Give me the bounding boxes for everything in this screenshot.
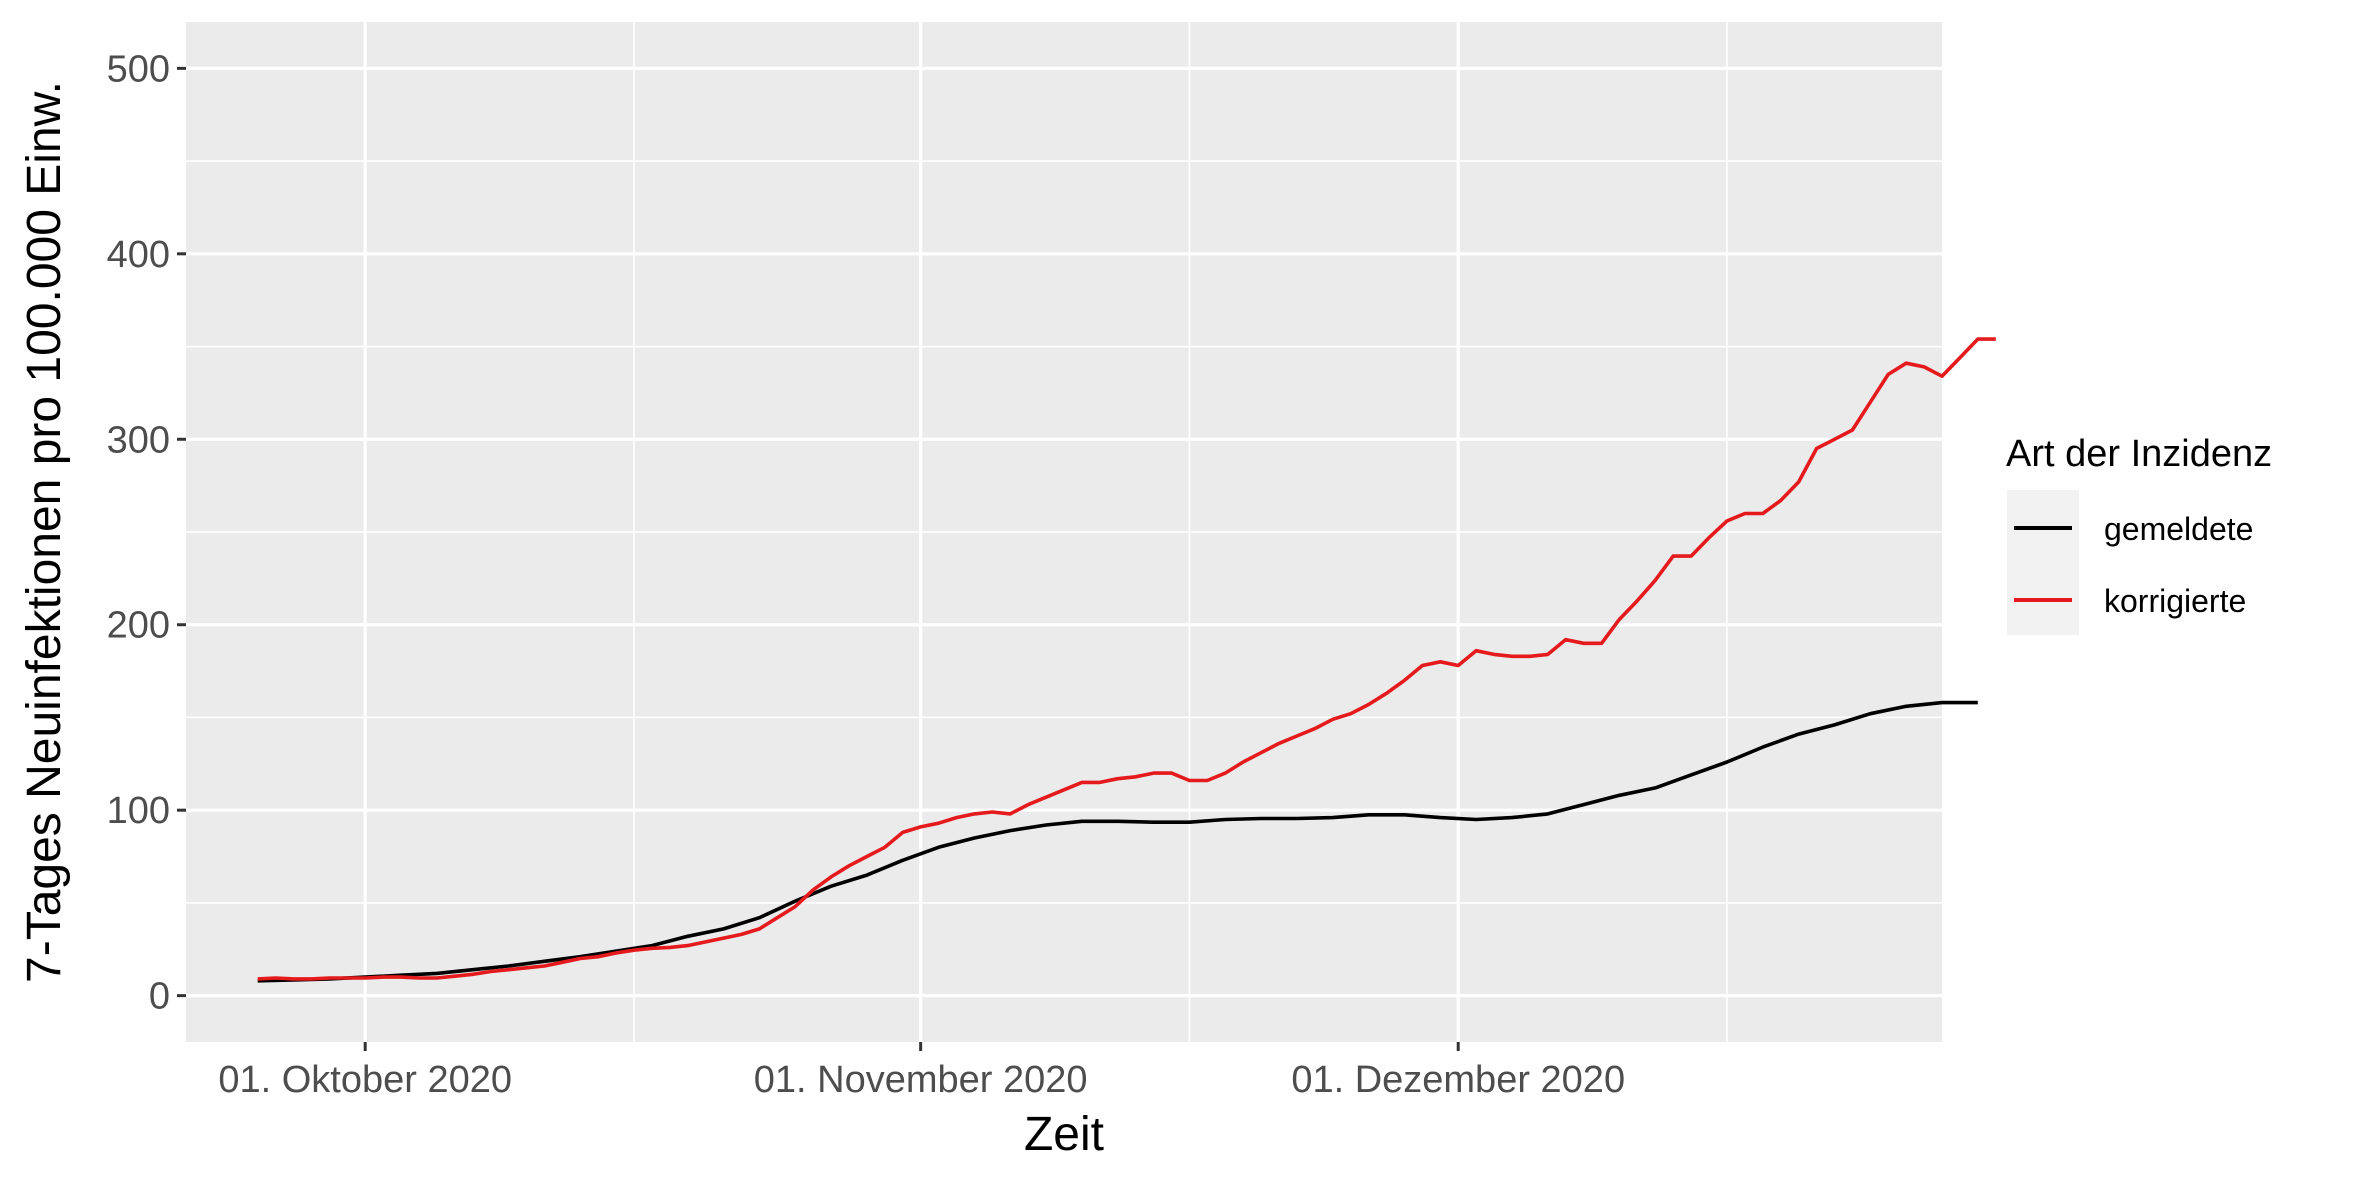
- series-line-gemeldete: [257, 700, 1978, 983]
- legend-key-background: [2007, 490, 2079, 635]
- y-tick-label: 100: [107, 790, 170, 832]
- legend: Art der Inzidenz gemeldete korrigierte: [2006, 433, 2272, 635]
- axis-layer: 0 100 200 300 400 500 01. Oktober 2020 01. Nove…: [107, 48, 1625, 1101]
- y-tick-label: 0: [149, 976, 170, 1018]
- x-tick-label: 01. Oktober 2020: [218, 1059, 512, 1101]
- legend-label-gemeldete: gemeldete: [2104, 511, 2253, 547]
- y-tick-label: 400: [107, 234, 170, 276]
- legend-title: Art der Inzidenz: [2006, 433, 2272, 475]
- y-tick-label: 200: [107, 605, 170, 647]
- y-axis-title: 7-Tages Neuinfektionen pro 100.000 Einw.: [18, 81, 71, 983]
- minor-grid: [186, 22, 1942, 1042]
- series-line-korrigierte: [257, 337, 1996, 981]
- y-tick-label: 500: [107, 48, 170, 90]
- major-grid: [186, 22, 1942, 1042]
- x-tick-label: 01. November 2020: [754, 1059, 1088, 1101]
- x-axis-title: Zeit: [1024, 1108, 1104, 1161]
- x-tick-label: 01. Dezember 2020: [1291, 1059, 1625, 1101]
- legend-label-korrigierte: korrigierte: [2104, 583, 2246, 619]
- series-layer: [257, 337, 1996, 983]
- y-tick-label: 300: [107, 419, 170, 461]
